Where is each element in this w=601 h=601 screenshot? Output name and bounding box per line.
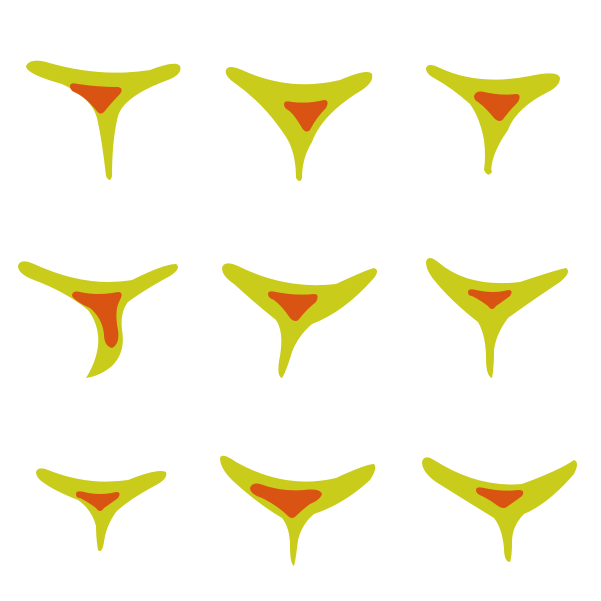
inner-orange-shape xyxy=(476,487,524,508)
shape-r3-c2 xyxy=(220,455,376,566)
inner-orange-shape xyxy=(72,291,122,348)
shape-r2-c3 xyxy=(426,258,568,378)
shape-r1-c2 xyxy=(225,67,373,181)
outer-yellow-shape xyxy=(18,261,178,378)
outer-yellow-shape xyxy=(222,263,377,378)
shape-r1-c3 xyxy=(426,65,560,175)
inner-orange-shape xyxy=(70,83,122,114)
inner-orange-shape xyxy=(468,289,512,309)
shape-r3-c1 xyxy=(36,468,167,551)
outer-yellow-shape xyxy=(426,65,560,175)
shape-r2-c1 xyxy=(18,261,178,378)
inner-orange-shape xyxy=(76,491,120,511)
outer-yellow-shape xyxy=(26,60,181,180)
inner-orange-shape xyxy=(250,483,322,518)
outer-yellow-shape xyxy=(225,67,373,181)
shape-r3-c3 xyxy=(422,457,577,562)
inner-orange-shape xyxy=(268,291,318,321)
shape-r1-c1 xyxy=(26,60,181,180)
shape-r2-c2 xyxy=(222,263,377,378)
inner-orange-shape xyxy=(474,91,520,121)
inner-orange-shape xyxy=(284,100,328,132)
outer-yellow-shape xyxy=(422,457,577,562)
outer-yellow-shape xyxy=(426,258,568,378)
